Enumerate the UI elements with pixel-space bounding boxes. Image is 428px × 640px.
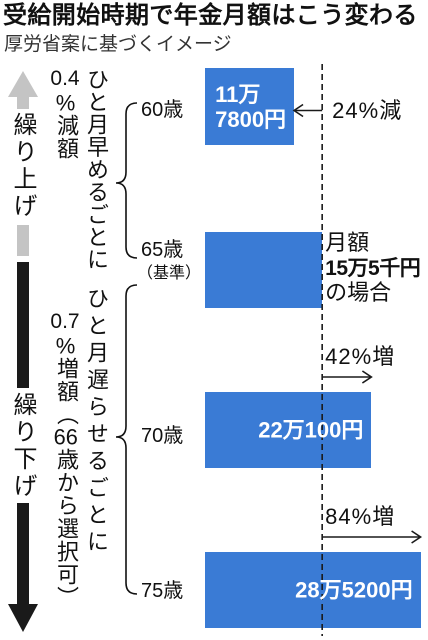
bar-value-label-70: 22万100円 — [258, 417, 364, 443]
defer-timeline-label: 繰り下げ — [9, 392, 37, 500]
defer-rate-text: %増額（66歳から選択可） — [53, 335, 78, 609]
change-label-70: 42%増 — [325, 344, 396, 369]
category-label-60: 60歳 — [141, 99, 184, 121]
category-label-70: 70歳 — [141, 425, 184, 447]
bar-age-60 — [205, 68, 295, 145]
change-arrow-head-60 — [292, 103, 304, 118]
upright-digits: % — [55, 335, 76, 357]
advance-timeline-label: 繰り上げ — [9, 112, 37, 220]
bar-value-label-60: 11万 7800円 — [215, 81, 287, 132]
defer-rate-number: 0.7 — [50, 310, 80, 333]
reference-note-amount: 15万5千円 — [325, 257, 421, 280]
upright-digits: 66 — [53, 426, 78, 448]
advance-arrow-shaft-bottom — [17, 225, 29, 256]
defer-arrow-head — [8, 604, 38, 632]
reference-note-case: の場合 — [325, 281, 392, 306]
category-label-65: 65歳 — [141, 239, 184, 261]
reference-note: 月額 15万5千円 の場合 — [325, 231, 421, 306]
chart-title: 受給開始時期で年金月額はこう変わる — [3, 1, 418, 29]
advance-arrow-shaft-top — [17, 97, 29, 109]
advance-rate-number: 0.4 — [50, 67, 80, 90]
change-arrow-head-70 — [361, 370, 373, 384]
category-label-75: 75歳 — [141, 580, 184, 602]
bar-age-65 — [205, 232, 323, 308]
upright-digits: % — [55, 92, 76, 114]
defer-per-month-note: ひと月遅らせるごとに — [83, 287, 108, 557]
bar-value-label-75: 28万5200円 — [295, 577, 413, 603]
bar-age-75 — [205, 552, 421, 628]
chart-subtitle: 厚労省案に基づくイメージ — [4, 33, 232, 55]
defer-arrow-shaft-bottom — [17, 503, 29, 605]
advance-per-month-note: ひと月早めるごとに — [83, 68, 108, 271]
change-label-75: 84%増 — [325, 504, 396, 529]
bar-age-70 — [205, 392, 372, 468]
defer-range-brace — [115, 284, 138, 595]
advance-range-brace — [115, 102, 138, 259]
defer-arrow-shaft-top — [17, 262, 29, 388]
change-arrow-head-75 — [411, 530, 423, 544]
reference-note-monthly: 月額 — [325, 231, 370, 256]
advance-rate-text: %減額 — [53, 92, 78, 160]
change-label-60: 24%減 — [332, 97, 403, 123]
category-note-65: （基準） — [137, 263, 202, 282]
advance-arrow-head — [8, 71, 38, 97]
